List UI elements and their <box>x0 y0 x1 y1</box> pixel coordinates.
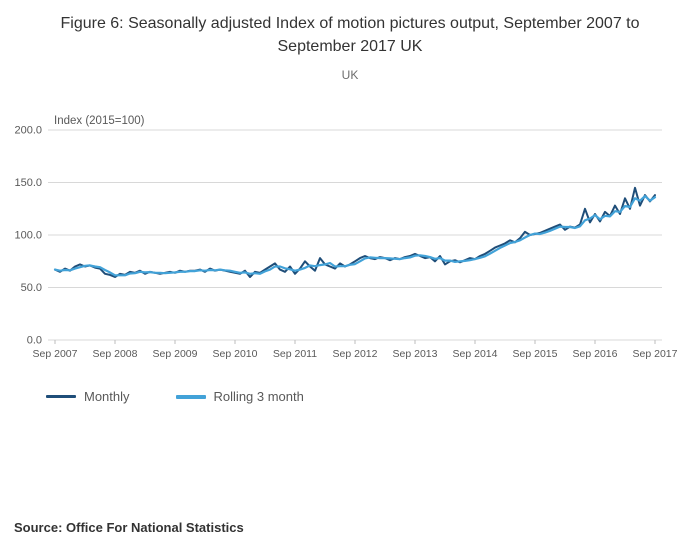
svg-text:Sep 2008: Sep 2008 <box>93 348 138 360</box>
chart-area: 0.0 50.0 100.0 150.0 200.0 Index (2015=100) Se… <box>0 110 700 375</box>
legend-label-monthly: Monthly <box>84 389 130 405</box>
legend-label-rolling-3-month: Rolling 3 month <box>213 389 304 405</box>
svg-text:0.0: 0.0 <box>27 335 42 347</box>
legend-item-monthly: Monthly <box>46 389 130 404</box>
chart-svg: 0.0 50.0 100.0 150.0 200.0 Index (2015=100) Se… <box>14 115 678 360</box>
svg-text:Sep 2011: Sep 2011 <box>273 348 317 360</box>
svg-text:Sep 2015: Sep 2015 <box>513 348 558 360</box>
svg-text:Sep 2014: Sep 2014 <box>453 348 498 360</box>
svg-text:Sep 2007: Sep 2007 <box>33 348 78 360</box>
chart-title: Figure 6: Seasonally adjusted Index of m… <box>60 15 640 56</box>
svg-text:Sep 2012: Sep 2012 <box>333 348 378 360</box>
chart-subtitle: UK <box>341 68 359 83</box>
rolling-3-month-line-swatch <box>175 394 206 399</box>
svg-text:50.0: 50.0 <box>21 282 42 294</box>
svg-text:Sep 2017: Sep 2017 <box>633 348 678 360</box>
svg-text:Sep 2013: Sep 2013 <box>393 348 438 360</box>
svg-text:200.0: 200.0 <box>14 125 42 137</box>
chart-legend: Monthly Rolling 3 month <box>46 389 700 404</box>
svg-text:Index (2015=100): Index (2015=100) <box>54 115 145 127</box>
svg-text:100.0: 100.0 <box>14 230 42 242</box>
svg-text:Sep 2009: Sep 2009 <box>153 348 198 360</box>
source-attribution: Source: Office For National Statistics <box>14 520 244 535</box>
monthly-line-swatch <box>46 395 76 399</box>
svg-text:Sep 2010: Sep 2010 <box>213 348 258 360</box>
legend-item-rolling-3-month: Rolling 3 month <box>175 389 304 405</box>
svg-text:Sep 2016: Sep 2016 <box>573 348 618 360</box>
svg-text:150.0: 150.0 <box>14 177 42 189</box>
